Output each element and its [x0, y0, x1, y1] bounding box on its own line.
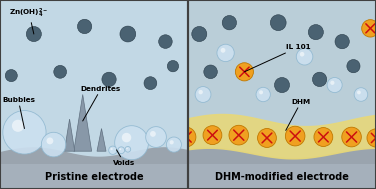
- Circle shape: [367, 129, 376, 147]
- Circle shape: [330, 81, 335, 85]
- Circle shape: [146, 127, 166, 147]
- Circle shape: [362, 20, 376, 37]
- Circle shape: [274, 77, 290, 93]
- Circle shape: [327, 77, 342, 93]
- Circle shape: [300, 52, 305, 57]
- Circle shape: [170, 140, 174, 144]
- Polygon shape: [64, 119, 75, 151]
- Circle shape: [314, 128, 333, 146]
- Text: Dendrites: Dendrites: [81, 86, 121, 121]
- Text: IL 101: IL 101: [244, 44, 310, 72]
- Circle shape: [5, 70, 17, 82]
- Polygon shape: [97, 129, 106, 151]
- Circle shape: [222, 15, 237, 30]
- Circle shape: [357, 91, 361, 94]
- Circle shape: [41, 132, 66, 157]
- Circle shape: [256, 87, 270, 102]
- Circle shape: [150, 131, 156, 137]
- Circle shape: [285, 126, 305, 146]
- Circle shape: [120, 26, 136, 42]
- Bar: [188, 164, 376, 189]
- Circle shape: [109, 146, 117, 154]
- Circle shape: [111, 148, 113, 150]
- Circle shape: [308, 25, 323, 40]
- Circle shape: [126, 148, 128, 149]
- Text: Voids: Voids: [113, 150, 135, 166]
- Circle shape: [342, 127, 361, 147]
- Circle shape: [118, 147, 125, 154]
- Text: DHM-modified electrode: DHM-modified electrode: [215, 172, 349, 182]
- Circle shape: [77, 19, 92, 34]
- Text: Bubbles: Bubbles: [2, 97, 35, 129]
- Circle shape: [259, 90, 263, 94]
- Bar: [0, 164, 188, 189]
- Circle shape: [122, 133, 131, 142]
- Circle shape: [125, 146, 131, 152]
- Circle shape: [347, 60, 360, 73]
- Circle shape: [119, 148, 121, 150]
- Circle shape: [47, 137, 53, 144]
- Circle shape: [192, 26, 207, 42]
- Circle shape: [204, 65, 217, 79]
- Circle shape: [176, 127, 196, 147]
- Circle shape: [54, 65, 67, 78]
- Circle shape: [296, 48, 313, 65]
- Circle shape: [199, 90, 203, 94]
- Circle shape: [270, 15, 286, 31]
- Circle shape: [115, 126, 149, 160]
- Circle shape: [144, 77, 157, 90]
- Circle shape: [258, 129, 276, 147]
- Circle shape: [166, 137, 182, 152]
- Circle shape: [3, 111, 46, 154]
- Circle shape: [354, 88, 368, 101]
- Text: DHM: DHM: [286, 99, 311, 130]
- Circle shape: [167, 60, 179, 72]
- Circle shape: [235, 63, 253, 81]
- Circle shape: [102, 72, 116, 87]
- Circle shape: [195, 87, 211, 102]
- Circle shape: [221, 48, 226, 53]
- Circle shape: [26, 26, 41, 42]
- Circle shape: [203, 126, 222, 145]
- Circle shape: [217, 44, 234, 62]
- Text: Pristine electrode: Pristine electrode: [45, 172, 143, 182]
- Circle shape: [229, 125, 249, 145]
- Text: $\mathbf{Zn(OH)_4^{2-}}$: $\mathbf{Zn(OH)_4^{2-}}$: [9, 7, 49, 34]
- Circle shape: [159, 35, 172, 48]
- Circle shape: [335, 34, 349, 49]
- Circle shape: [312, 72, 327, 87]
- Circle shape: [12, 120, 24, 132]
- Polygon shape: [74, 94, 92, 151]
